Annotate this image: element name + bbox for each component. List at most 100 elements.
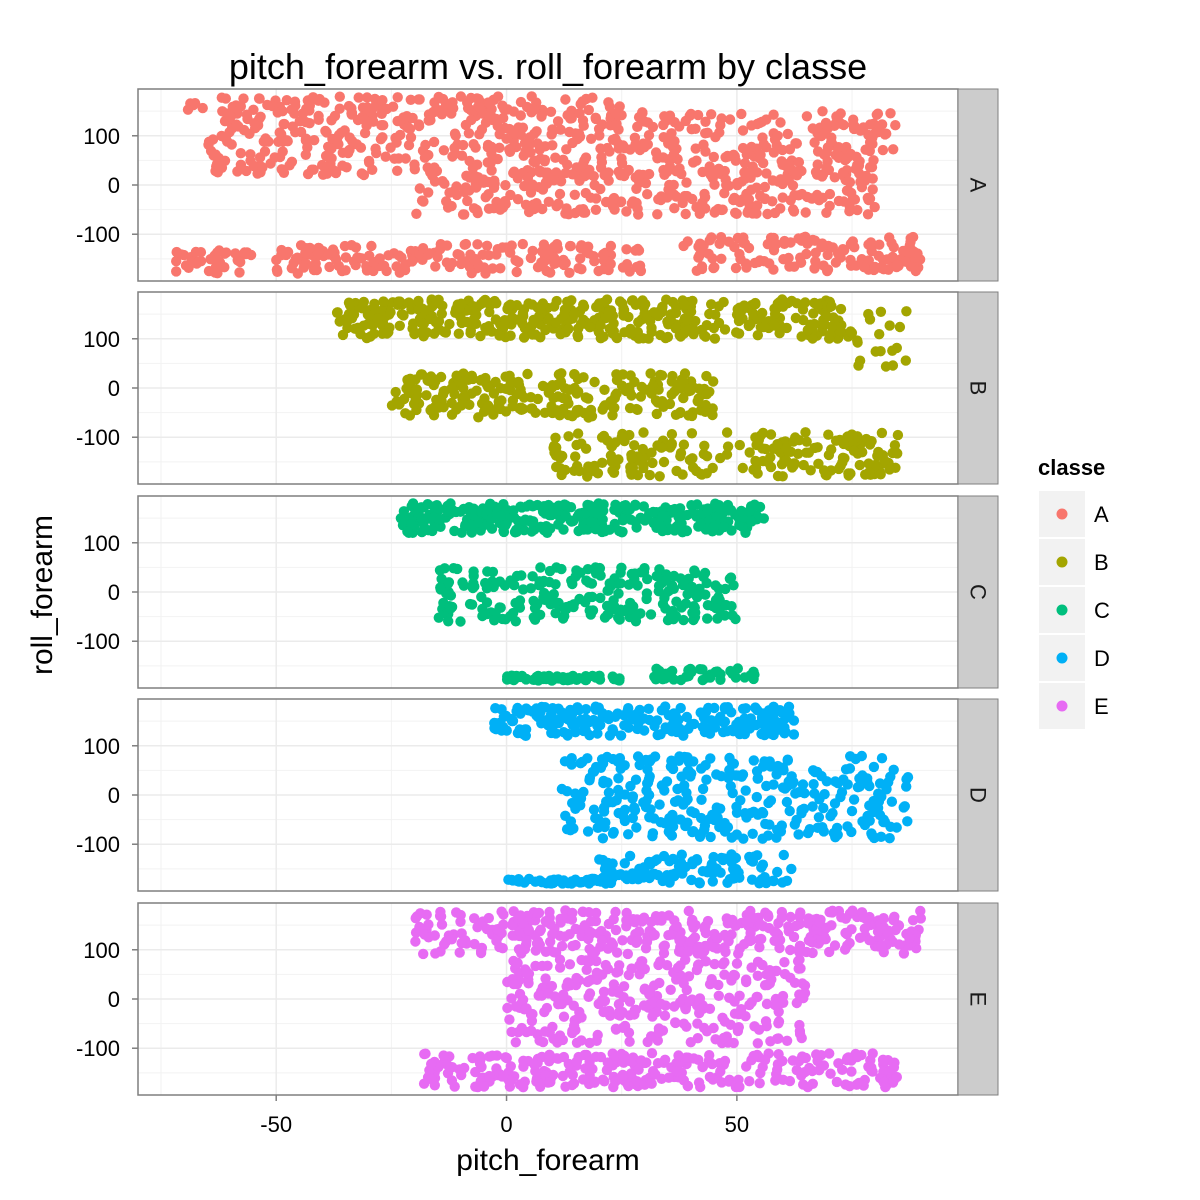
data-point <box>446 1075 458 1086</box>
data-point <box>504 1014 515 1025</box>
data-point <box>446 108 457 119</box>
data-point <box>497 613 508 625</box>
data-point <box>459 239 470 250</box>
data-point <box>632 751 644 762</box>
data-point <box>455 258 467 270</box>
data-point <box>854 932 866 943</box>
data-point <box>430 295 442 306</box>
data-point <box>576 1035 587 1046</box>
data-point <box>755 149 766 161</box>
data-point <box>757 443 768 454</box>
data-point <box>798 459 809 471</box>
data-point <box>511 526 522 537</box>
data-point <box>769 926 780 937</box>
data-point <box>790 920 801 932</box>
data-point <box>557 1070 569 1082</box>
data-point <box>521 966 533 978</box>
data-point <box>452 563 463 575</box>
data-point <box>554 188 566 200</box>
data-point <box>494 330 505 341</box>
data-point <box>358 169 370 181</box>
data-point <box>888 144 899 155</box>
data-point <box>232 166 243 177</box>
data-point <box>564 267 575 278</box>
data-point <box>643 130 655 141</box>
data-point <box>620 870 632 881</box>
data-point <box>453 328 464 339</box>
data-point <box>789 977 801 988</box>
data-point <box>902 816 913 827</box>
data-point <box>614 960 625 971</box>
data-point <box>423 187 434 198</box>
data-point <box>866 1062 877 1073</box>
data-point <box>463 374 474 385</box>
data-point <box>361 92 373 103</box>
data-point <box>495 263 506 274</box>
data-point <box>614 675 625 686</box>
data-point <box>567 1069 578 1081</box>
data-point <box>455 616 466 627</box>
data-point <box>590 112 601 124</box>
data-point <box>659 111 670 122</box>
data-point <box>664 877 675 888</box>
data-point <box>681 671 692 682</box>
data-point <box>856 750 867 762</box>
data-point <box>585 609 596 620</box>
data-point <box>625 370 636 381</box>
data-point <box>524 499 535 510</box>
data-point <box>323 249 334 260</box>
data-point <box>857 770 868 781</box>
data-point <box>683 410 694 421</box>
data-point <box>673 861 685 872</box>
data-point <box>474 102 486 113</box>
data-point <box>646 1078 657 1089</box>
data-point <box>538 239 550 250</box>
data-point <box>751 791 762 803</box>
data-point <box>825 1068 836 1079</box>
data-point <box>302 168 314 180</box>
data-point <box>411 384 423 395</box>
data-point <box>709 958 720 970</box>
data-point <box>734 1081 745 1093</box>
data-point <box>719 165 730 177</box>
data-point <box>520 724 532 735</box>
data-point <box>750 455 761 467</box>
data-point <box>725 504 737 516</box>
data-point <box>821 119 832 131</box>
data-point <box>454 947 465 958</box>
data-point <box>811 1049 822 1060</box>
data-point <box>627 196 639 207</box>
data-point <box>311 264 322 276</box>
data-point <box>248 160 260 172</box>
data-point <box>708 262 719 274</box>
data-point <box>576 954 587 966</box>
data-point <box>610 1023 622 1034</box>
data-point <box>295 240 307 251</box>
data-point <box>477 916 489 927</box>
data-point <box>597 404 608 415</box>
data-point <box>451 370 462 381</box>
data-point <box>510 1001 522 1012</box>
data-point <box>457 139 469 151</box>
data-point <box>873 446 884 458</box>
data-point <box>740 703 751 714</box>
data-point <box>534 939 545 951</box>
data-point <box>734 315 745 326</box>
data-point <box>669 503 680 515</box>
data-point <box>656 370 668 381</box>
data-point <box>571 972 582 984</box>
data-point <box>337 329 349 341</box>
data-point <box>669 203 680 214</box>
data-point <box>582 826 594 837</box>
data-point <box>673 714 684 725</box>
legend-key-dot <box>1056 652 1068 664</box>
data-point <box>652 209 663 220</box>
data-point <box>553 449 565 461</box>
data-point <box>535 924 546 935</box>
data-point <box>547 929 558 940</box>
data-point <box>859 923 870 934</box>
data-point <box>656 442 667 453</box>
data-point <box>539 525 550 536</box>
data-point <box>589 466 600 477</box>
data-point <box>389 153 400 164</box>
